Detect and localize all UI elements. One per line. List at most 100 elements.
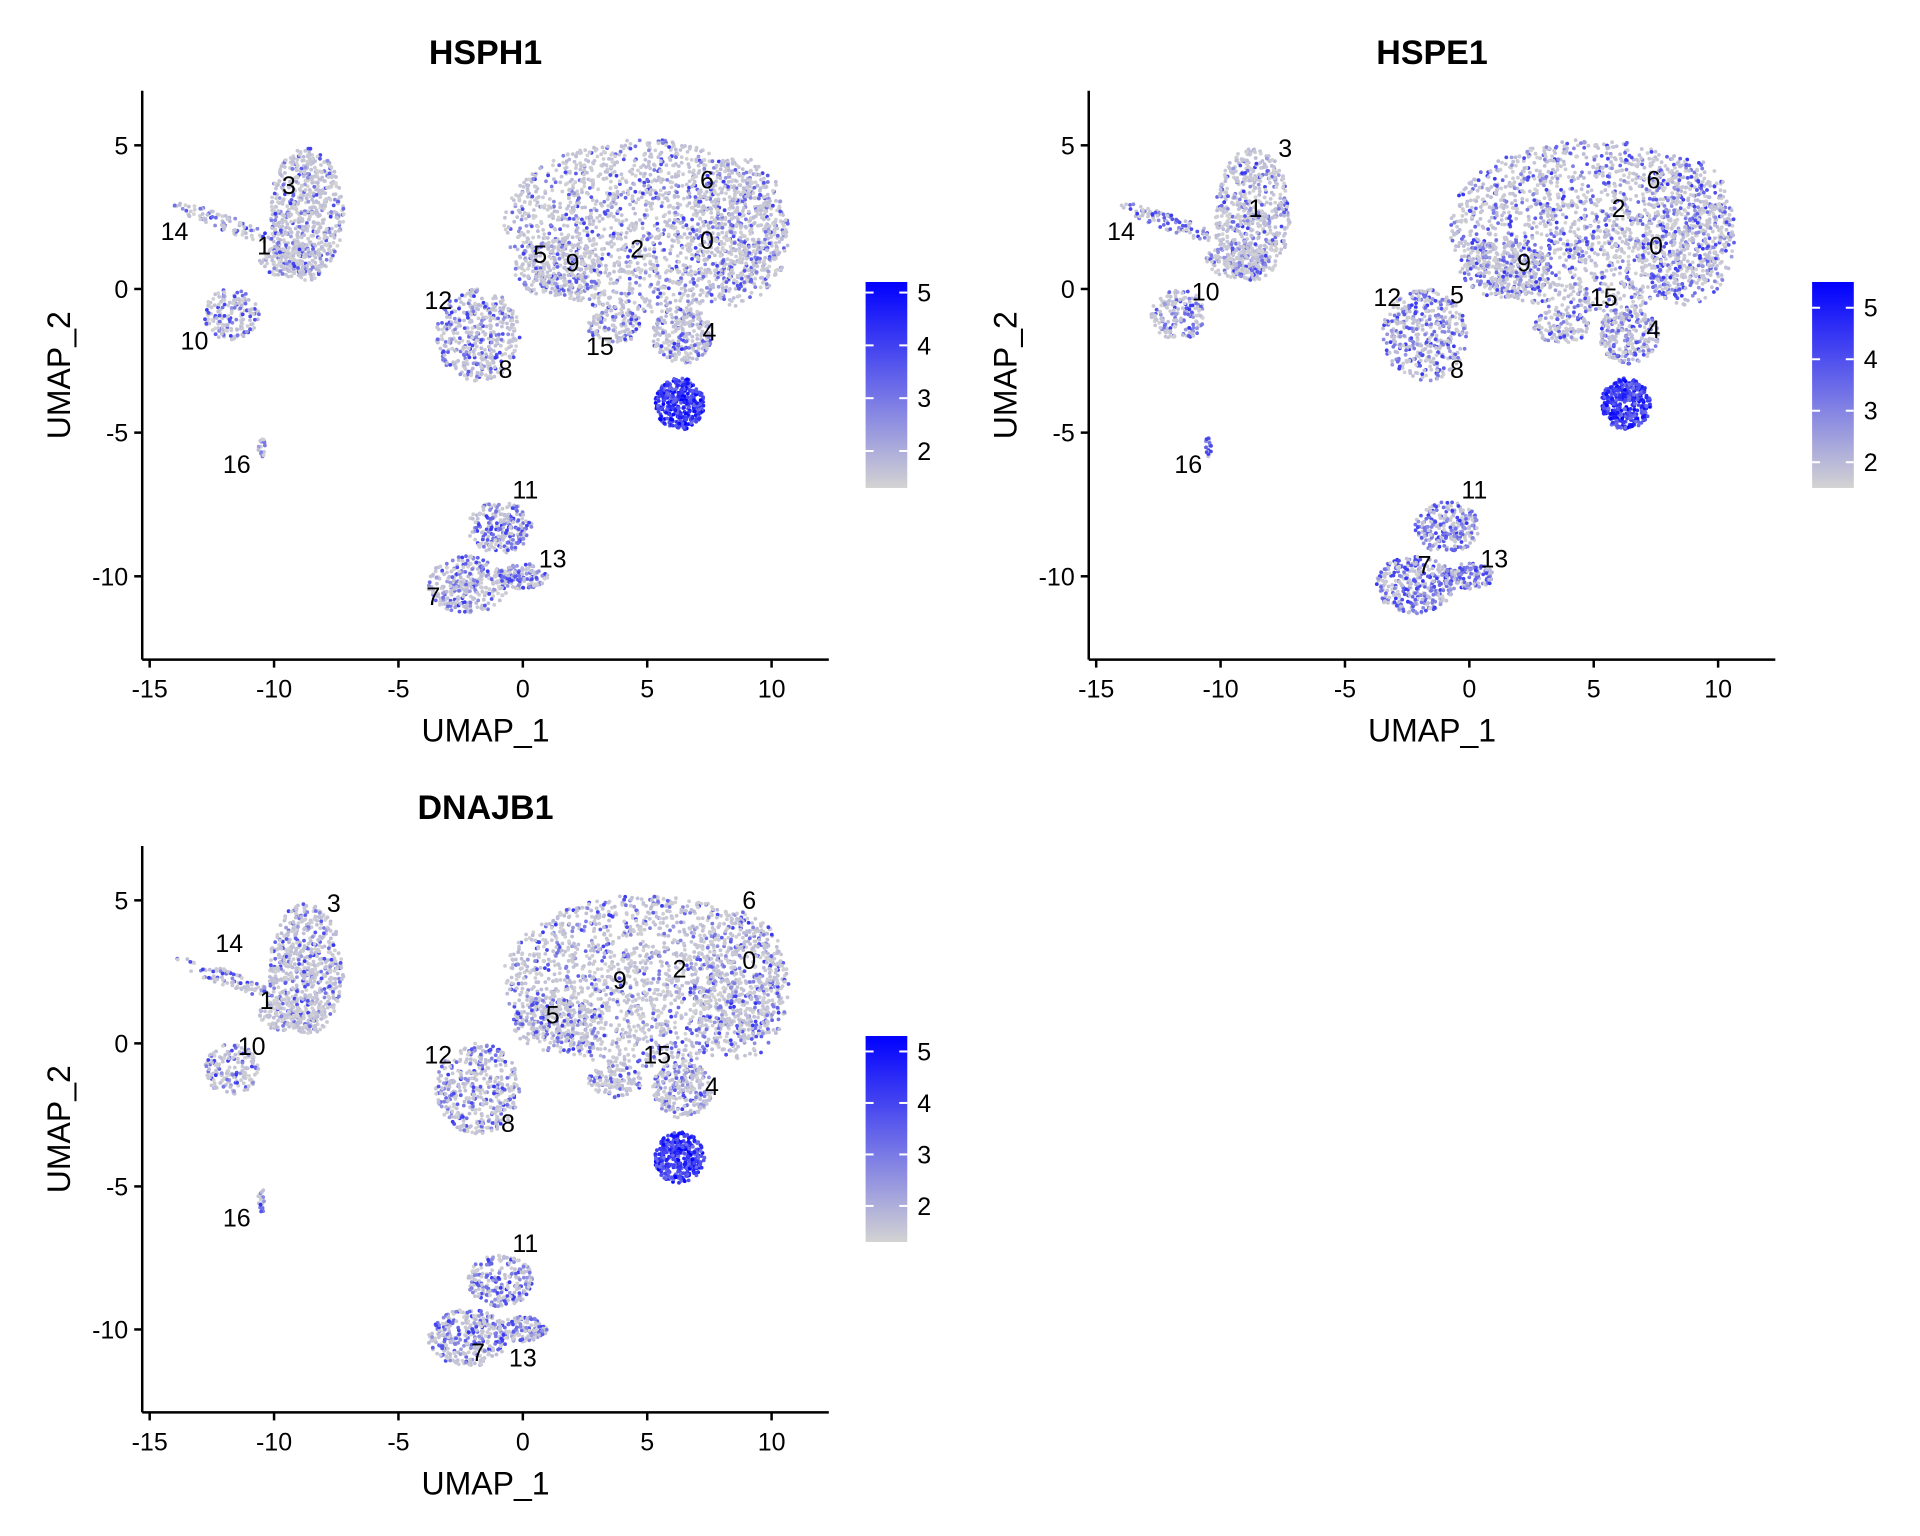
cell-point [670, 175, 674, 179]
cell-point [547, 232, 551, 236]
cell-point [776, 234, 780, 238]
cell-point [695, 284, 699, 288]
cell-point [516, 248, 520, 252]
cell-point [688, 146, 692, 150]
cell-point [568, 280, 572, 284]
cell-point [294, 205, 298, 209]
cell-point [286, 275, 290, 279]
cell-point [695, 146, 699, 150]
cell-point [691, 287, 695, 291]
cell-point [647, 303, 651, 307]
cell-point [690, 158, 694, 162]
cell-point [320, 265, 324, 269]
cell-point [715, 164, 719, 168]
cell-point [623, 337, 627, 341]
cell-point [517, 518, 521, 522]
cell-point [472, 350, 476, 354]
cell-point [505, 515, 509, 519]
cell-point [688, 232, 692, 236]
cell-point [681, 293, 685, 297]
cell-point [659, 302, 663, 306]
cell-point [558, 257, 562, 261]
cell-point [743, 269, 747, 273]
cell-point [661, 350, 665, 354]
cell-point [492, 375, 496, 379]
cell-point [746, 238, 750, 242]
cell-point [676, 271, 680, 275]
cell-point [574, 172, 578, 176]
cell-point [640, 295, 644, 299]
cell-point [599, 172, 603, 176]
cell-point [743, 288, 747, 292]
cell-point [737, 173, 741, 177]
cell-point [586, 233, 590, 237]
cell-point [584, 275, 588, 279]
cell-point [320, 245, 324, 249]
cell-point [656, 302, 660, 306]
cell-point [504, 591, 508, 595]
cell-point [484, 549, 488, 553]
cell-point [650, 180, 654, 184]
cell-point [663, 139, 667, 143]
cell-point [592, 243, 596, 247]
cell-point [442, 350, 446, 354]
cell-point [272, 267, 276, 271]
cell-point [317, 188, 321, 192]
cell-point [278, 196, 282, 200]
cell-point [213, 224, 217, 228]
cell-point [650, 207, 654, 211]
cell-point [204, 322, 208, 326]
cell-point [489, 324, 493, 328]
cell-point [786, 222, 790, 226]
cell-point [233, 228, 237, 232]
cell-point [239, 290, 243, 294]
cell-point [681, 172, 685, 176]
cell-point [307, 269, 311, 273]
cell-point [303, 212, 307, 216]
cell-point [642, 277, 646, 281]
cell-point [289, 220, 293, 224]
cell-point [506, 332, 510, 336]
cell-point [503, 216, 507, 220]
cell-point [719, 273, 723, 277]
cell-point [440, 334, 444, 338]
cell-point [721, 222, 725, 226]
cell-point [511, 312, 515, 316]
cell-point [689, 308, 693, 312]
cell-point [598, 325, 602, 329]
cell-point [612, 242, 616, 246]
cell-point [761, 264, 765, 268]
cell-point [641, 226, 645, 230]
cell-point [485, 514, 489, 518]
cell-point [656, 404, 660, 408]
cell-point [715, 240, 719, 244]
cell-point [187, 205, 191, 209]
cell-point [493, 295, 497, 299]
cell-point [582, 173, 586, 177]
cell-point [702, 275, 706, 279]
cell-point [608, 281, 612, 285]
cell-point [521, 513, 525, 517]
cell-point [303, 278, 307, 282]
cell-point [685, 377, 689, 381]
cell-point [488, 587, 492, 591]
cell-point [737, 165, 741, 169]
cell-point [774, 241, 778, 245]
cell-point [184, 209, 188, 213]
cell-point [608, 173, 612, 177]
cell-point [284, 158, 288, 162]
cell-point [696, 204, 700, 208]
cell-point [490, 517, 494, 521]
cell-point [497, 333, 501, 337]
cell-point [547, 280, 551, 284]
cell-point [624, 260, 628, 264]
cell-point [439, 347, 443, 351]
cell-point [758, 257, 762, 261]
cell-point [233, 217, 237, 221]
cell-point [211, 297, 215, 301]
cell-point [707, 280, 711, 284]
cell-point [631, 270, 635, 274]
cell-point [329, 257, 333, 261]
cell-point [494, 542, 498, 546]
cell-point [696, 278, 700, 282]
